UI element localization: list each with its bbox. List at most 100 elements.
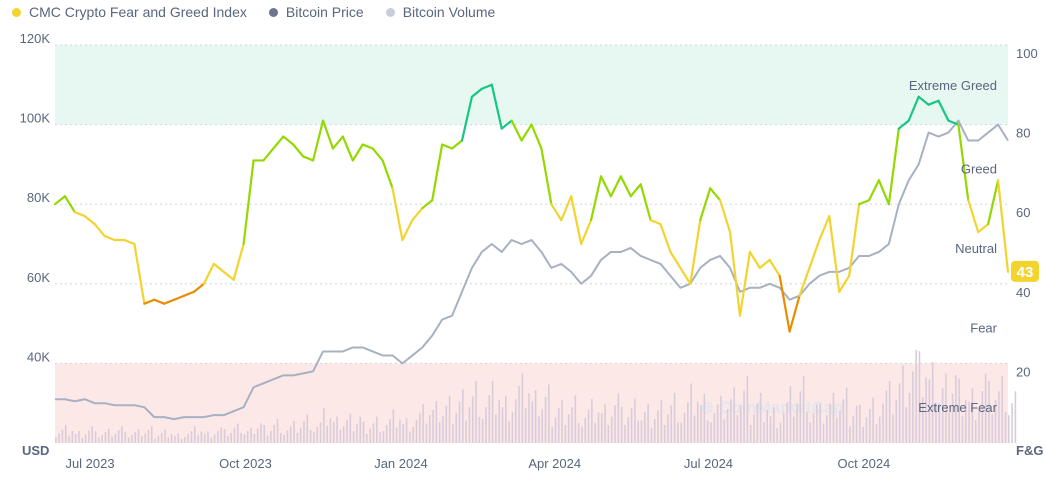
fear-greed-segment [182, 290, 196, 297]
volume-bar [111, 436, 113, 443]
fear-greed-segment [609, 175, 622, 198]
volume-bar [170, 434, 173, 443]
volume-bar [630, 407, 633, 443]
volume-bar [885, 390, 888, 443]
volume-bar [974, 420, 977, 443]
volume-bar [306, 414, 309, 443]
fear-greed-segment [599, 175, 613, 198]
volume-bar [418, 413, 421, 443]
right-axis-tick: 60 [1016, 205, 1030, 220]
fear-greed-segment [828, 215, 841, 293]
fear-greed-segment [728, 230, 742, 317]
volume-bar [246, 430, 249, 443]
fear-greed-segment [838, 274, 851, 293]
fear-greed-segment [957, 123, 970, 202]
fear-greed-segment [937, 99, 950, 122]
volume-bar [528, 393, 530, 443]
fear-greed-segment [927, 99, 940, 106]
volume-bar [677, 422, 679, 443]
volume-bar [888, 380, 891, 443]
volume-bar [620, 406, 623, 443]
fear-greed-segment [709, 187, 722, 202]
volume-bar [508, 421, 510, 443]
fear-greed-segment [490, 83, 503, 130]
fear-greed-segment [580, 219, 593, 246]
volume-bar [372, 423, 375, 443]
volume-bar [481, 419, 484, 443]
volume-bar [667, 414, 669, 443]
x-axis-tick: Jul 2023 [65, 456, 114, 471]
volume-bar [462, 389, 464, 443]
legend-label: Bitcoin Volume [402, 4, 496, 20]
volume-bar [309, 429, 312, 443]
fear-greed-segment [192, 282, 206, 293]
volume-bar [127, 437, 130, 443]
volume-bar [213, 434, 216, 443]
volume-bar [637, 420, 639, 443]
legend-item-bitcoin-price[interactable]: Bitcoin Price [268, 4, 364, 20]
volume-bar [299, 427, 302, 443]
volume-bar [766, 409, 769, 443]
volume-bar [382, 431, 385, 443]
fear-greed-segment [351, 143, 364, 162]
fear-greed-segment [788, 294, 801, 333]
legend-item-fear-greed[interactable]: CMC Crypto Fear and Greed Index [12, 4, 247, 20]
fear-greed-segment [520, 123, 533, 142]
volume-bar [925, 377, 927, 443]
volume-bar [842, 399, 845, 443]
fear-greed-segment [699, 187, 712, 222]
volume-bar [349, 413, 352, 443]
volume-bar [624, 424, 626, 443]
volume-bar [286, 430, 289, 443]
volume-bar [789, 386, 792, 443]
volume-bar [597, 412, 600, 443]
volume-bar [458, 401, 461, 443]
legend-label: CMC Crypto Fear and Greed Index [29, 4, 247, 20]
volume-bar [405, 418, 408, 443]
volume-bar [541, 409, 544, 443]
volume-bar [819, 403, 821, 443]
volume-bar [243, 434, 246, 443]
volume-bar [1014, 391, 1017, 443]
volume-bar [816, 404, 818, 443]
volume-bar [147, 429, 150, 443]
fear-greed-segment [202, 262, 215, 285]
volume-bar [438, 422, 441, 443]
volume-bar [955, 375, 957, 443]
volume-bar [660, 400, 663, 443]
volume-bar [491, 380, 494, 443]
volume-bar [604, 404, 606, 443]
volume-bar [981, 391, 984, 443]
fear-greed-segment [867, 179, 881, 202]
volume-bar [683, 412, 686, 443]
volume-bar [58, 433, 60, 443]
fear-greed-segment [500, 119, 513, 130]
volume-bar [177, 433, 180, 443]
fear-greed-segment [282, 135, 295, 146]
legend-item-bitcoin-volume[interactable]: Bitcoin Volume [385, 4, 496, 20]
volume-bar [882, 403, 884, 443]
volume-bar [141, 436, 143, 443]
volume-bar [121, 426, 123, 443]
volume-bar [978, 408, 980, 443]
volume-bar [898, 383, 901, 443]
volume-bar [610, 416, 613, 443]
volume-bar [739, 404, 742, 443]
volume-bar [217, 431, 219, 443]
fear-greed-segment [818, 215, 831, 242]
fear-greed-segment [480, 83, 493, 90]
volume-bar [1008, 415, 1010, 443]
volume-bar [869, 408, 871, 443]
volume-bar [690, 383, 692, 443]
fear-greed-segment [530, 123, 543, 150]
volume-bar [822, 423, 825, 443]
volume-bar [117, 430, 120, 443]
zone-label: Extreme Greed [909, 78, 997, 93]
volume-bar [753, 414, 755, 443]
volume-bar [905, 407, 908, 443]
fear-greed-segment [947, 119, 960, 126]
volume-bar [634, 398, 636, 443]
volume-bar [845, 387, 848, 443]
zone-label: Neutral [955, 241, 997, 256]
volume-bar [207, 431, 209, 443]
